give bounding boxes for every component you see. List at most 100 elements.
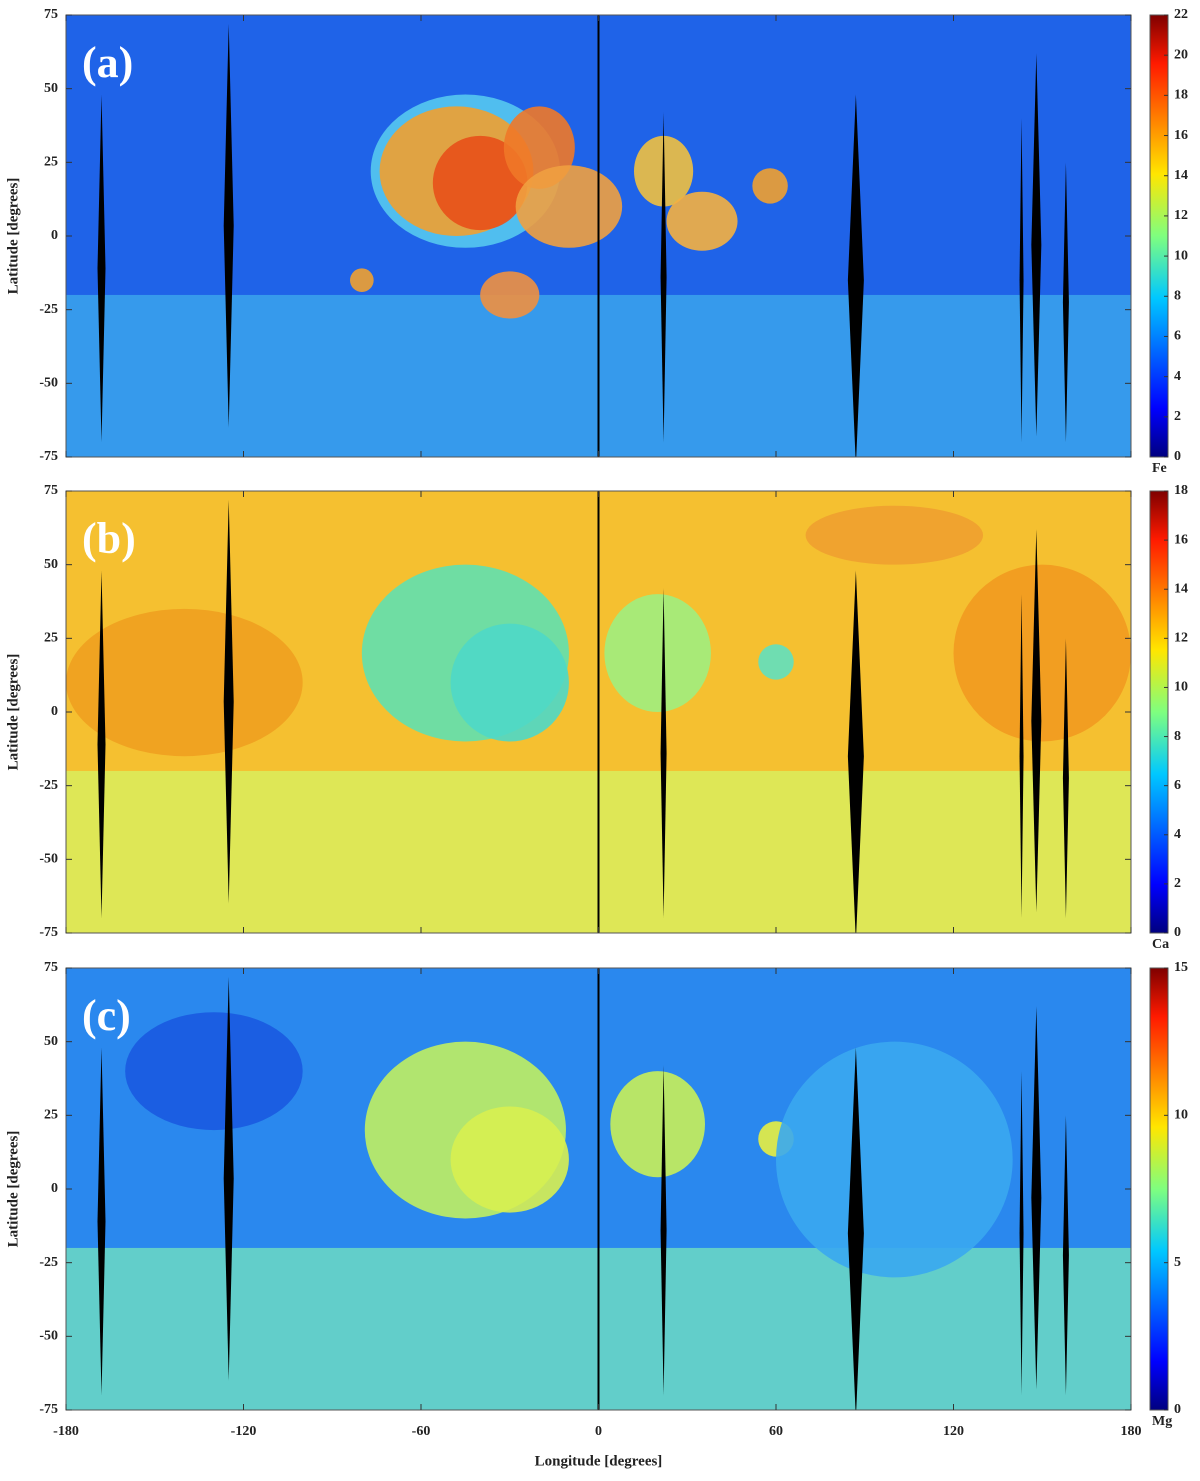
data-gap [660, 588, 667, 919]
colorbar-tick-label: 18 [1174, 88, 1188, 103]
x-tick-label: 180 [1121, 1424, 1142, 1439]
data-gap [1062, 638, 1069, 919]
y-axis-title: Latitude [degrees] [5, 178, 21, 295]
colorbar-tick-label: 10 [1174, 1108, 1188, 1123]
colorbar-tick-label: 4 [1174, 369, 1181, 384]
colorbar-tick-label: 8 [1174, 729, 1181, 744]
data-gap [223, 976, 234, 1381]
map-region [450, 1106, 569, 1213]
map-region [480, 271, 540, 319]
map-region [666, 191, 738, 251]
colorbar-tick-label: 0 [1174, 1402, 1181, 1417]
map-region [610, 1071, 706, 1178]
colorbar-tick-label: 20 [1174, 47, 1188, 62]
y-tick-label: -50 [39, 1329, 58, 1344]
y-tick-label: -75 [39, 925, 58, 940]
x-tick-label: 120 [943, 1424, 964, 1439]
data-gap [1019, 118, 1024, 443]
y-tick-label: 0 [51, 228, 58, 243]
data-gap [1031, 1006, 1042, 1390]
colorbar [1149, 490, 1169, 934]
map-region [805, 505, 984, 565]
y-tick-label: -25 [39, 1255, 58, 1270]
y-tick-label: 25 [44, 631, 58, 646]
map-region [604, 594, 711, 712]
x-tick-label: -120 [231, 1424, 257, 1439]
y-tick-label: 50 [44, 557, 58, 572]
x-tick-label: 60 [769, 1424, 783, 1439]
y-tick-label: 50 [44, 81, 58, 96]
y-tick-label: -75 [39, 449, 58, 464]
y-tick-label: 25 [44, 1108, 58, 1123]
data-gap [1031, 53, 1042, 437]
colorbar-tick-label: 16 [1174, 532, 1188, 547]
map-region [66, 608, 303, 757]
y-tick-label: 0 [51, 704, 58, 719]
colorbar [1149, 14, 1169, 458]
x-axis-title: Longitude [degrees] [535, 1453, 663, 1469]
y-axis-title: Latitude [degrees] [5, 654, 21, 771]
colorbar-tick-label: 14 [1174, 168, 1188, 183]
data-gap [97, 94, 106, 443]
colorbar-label: Mg [1152, 1414, 1172, 1429]
colorbar-tick-label: 16 [1174, 128, 1188, 143]
data-gap [1062, 1115, 1069, 1396]
y-tick-label: -25 [39, 302, 58, 317]
map-region [776, 1041, 1013, 1278]
y-tick-label: 75 [44, 960, 58, 975]
data-gap [1019, 1071, 1024, 1396]
colorbar-tick-label: 6 [1174, 329, 1181, 344]
data-gap [847, 570, 864, 933]
data-gap [660, 1065, 667, 1396]
colorbar-tick-label: 12 [1174, 631, 1188, 646]
map-region [953, 564, 1131, 742]
y-tick-label: 50 [44, 1034, 58, 1049]
map-image [66, 15, 1131, 457]
colorbar-tick-label: 0 [1174, 449, 1181, 464]
colorbar-tick-label: 8 [1174, 288, 1181, 303]
data-gap [97, 570, 106, 919]
y-tick-label: 75 [44, 483, 58, 498]
map-region [450, 623, 569, 742]
data-gap [847, 94, 864, 457]
panel-label: (a) [82, 38, 133, 87]
y-tick-label: -50 [39, 852, 58, 867]
colorbar-tick-label: 12 [1174, 208, 1188, 223]
colorbar-tick-label: 4 [1174, 827, 1181, 842]
data-gap [1019, 594, 1024, 919]
y-tick-label: -25 [39, 778, 58, 793]
map-region [432, 135, 528, 231]
y-tick-label: -75 [39, 1402, 58, 1417]
map-panel: (a) 75 50 25 0 -25 -50 -75 Latitude [degrees] 0 2 4… [5, 7, 1188, 476]
y-tick-label: 75 [44, 7, 58, 22]
map-image [66, 491, 1131, 933]
y-tick-label: 0 [51, 1181, 58, 1196]
colorbar-label: Ca [1152, 937, 1169, 952]
colorbar [1149, 967, 1169, 1411]
map-region [515, 165, 623, 248]
colorbar-tick-label: 14 [1174, 581, 1188, 596]
map-region [752, 168, 788, 204]
map-image [66, 968, 1131, 1410]
colorbar-tick-label: 2 [1174, 409, 1181, 424]
colorbar-tick-label: 2 [1174, 876, 1181, 891]
data-gap [1031, 529, 1042, 913]
data-gap [1062, 162, 1069, 443]
x-tick-label: 0 [595, 1424, 602, 1439]
data-gap [223, 23, 234, 428]
map-panel: (b) 75 50 25 0 -25 -50 -75 Latitude [degrees] 0 2 4… [5, 483, 1188, 952]
map-region [758, 644, 794, 680]
y-tick-label: 25 [44, 155, 58, 170]
colorbar-tick-label: 10 [1174, 248, 1188, 263]
x-tick-label: -60 [412, 1424, 431, 1439]
y-tick-label: -50 [39, 376, 58, 391]
colorbar-tick-label: 18 [1174, 483, 1188, 498]
data-gap [223, 499, 234, 904]
data-gap [847, 1047, 864, 1410]
y-axis-title: Latitude [degrees] [5, 1131, 21, 1248]
map-region [350, 268, 374, 292]
data-gap [97, 1047, 106, 1396]
map-region [125, 1012, 303, 1131]
